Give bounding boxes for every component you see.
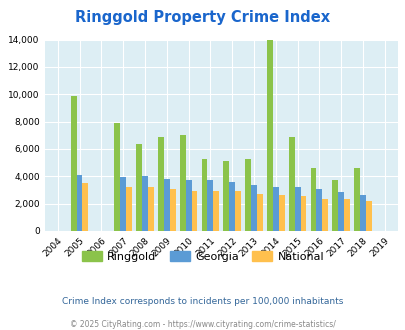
Bar	[337, 192, 343, 231]
Bar	[250, 185, 256, 231]
Bar	[310, 168, 315, 231]
Bar	[82, 183, 88, 231]
Bar	[343, 199, 349, 231]
Bar	[223, 161, 229, 231]
Bar	[288, 137, 294, 231]
Text: © 2025 CityRating.com - https://www.cityrating.com/crime-statistics/: © 2025 CityRating.com - https://www.city…	[70, 320, 335, 329]
Bar	[114, 123, 120, 231]
Bar	[201, 159, 207, 231]
Bar	[353, 168, 359, 231]
Bar	[294, 186, 300, 231]
Bar	[207, 181, 213, 231]
Bar	[278, 195, 284, 231]
Bar	[191, 191, 197, 231]
Bar	[142, 176, 147, 231]
Bar	[147, 186, 153, 231]
Bar	[245, 159, 250, 231]
Bar	[332, 181, 337, 231]
Bar	[272, 186, 278, 231]
Bar	[179, 135, 185, 231]
Bar	[158, 137, 163, 231]
Bar	[359, 195, 365, 231]
Bar	[213, 191, 219, 231]
Bar	[185, 181, 191, 231]
Bar	[136, 144, 142, 231]
Bar	[322, 199, 327, 231]
Bar	[234, 191, 241, 231]
Bar	[163, 179, 169, 231]
Bar	[120, 177, 126, 231]
Bar	[126, 186, 132, 231]
Text: Crime Index corresponds to incidents per 100,000 inhabitants: Crime Index corresponds to incidents per…	[62, 297, 343, 306]
Bar	[266, 40, 272, 231]
Legend: Ringgold, Georgia, National: Ringgold, Georgia, National	[77, 247, 328, 267]
Bar	[229, 182, 234, 231]
Bar	[256, 194, 262, 231]
Bar	[315, 189, 322, 231]
Text: Ringgold Property Crime Index: Ringgold Property Crime Index	[75, 10, 330, 25]
Bar	[169, 189, 175, 231]
Bar	[365, 201, 371, 231]
Bar	[77, 175, 82, 231]
Bar	[300, 196, 306, 231]
Bar	[70, 96, 77, 231]
